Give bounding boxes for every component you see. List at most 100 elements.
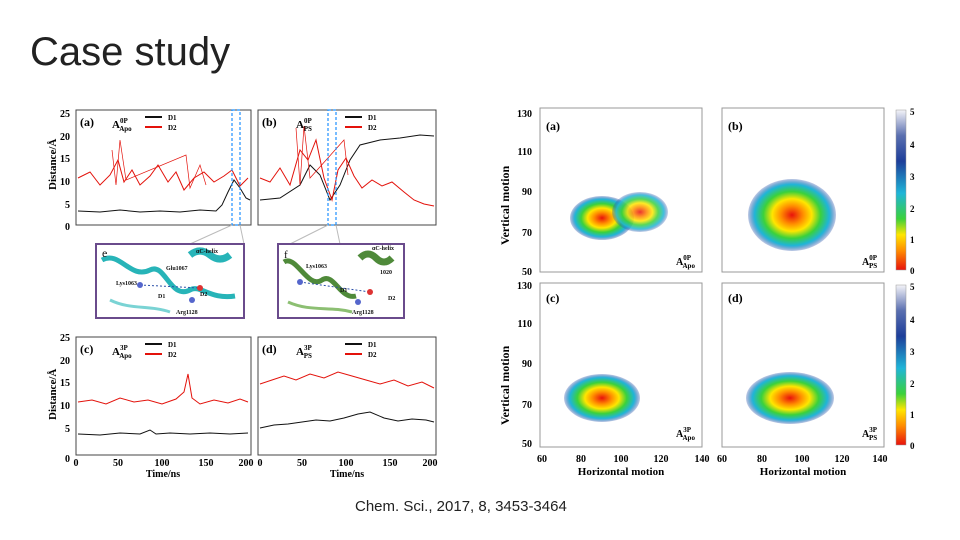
x-tick: 100 xyxy=(339,458,354,469)
panel-a-trace-d2 xyxy=(77,158,249,191)
heatmap-d-label: (d) xyxy=(728,291,743,305)
heatmap-c-system: A3P Apo xyxy=(676,426,695,442)
legend-a-d2: D2 xyxy=(168,124,177,132)
y-tick: 130 xyxy=(517,281,532,292)
heatmap-d-system: A3P PS xyxy=(862,426,878,442)
panel-c-trace-d2 xyxy=(77,373,249,405)
inset-e-label: Glu1067 xyxy=(166,266,188,272)
left-x-ticks: 0 50 100 150 200 0 50 100 150 200 xyxy=(74,458,438,469)
connector-a-right xyxy=(239,224,245,245)
inset-e-letter: e xyxy=(102,246,107,260)
legends: D1 D2 D1 D2 D1 D2 D1 D2 xyxy=(145,114,377,359)
left-xlabel-d: Time/ns xyxy=(330,469,364,480)
panel-b-trace-d2-spikes xyxy=(295,125,349,186)
left-top-y-ticks: 0 5 10 15 20 25 xyxy=(60,109,70,233)
panel-d-trace-d2 xyxy=(259,371,435,389)
colorbar-tick: 3 xyxy=(910,347,915,357)
colorbar-bottom xyxy=(895,284,907,446)
inset-f-label: 1020 xyxy=(380,270,392,276)
slide-title: Case study xyxy=(30,30,231,74)
y-tick: 0 xyxy=(65,222,70,233)
colorbar-tick: 4 xyxy=(910,315,915,325)
inset-f-label: αC-helix xyxy=(372,246,394,252)
right-ylabel-top: Vertical motion xyxy=(498,165,512,245)
panel-d-trace-d1 xyxy=(259,411,435,429)
left-ylabel-top: Distance/Å xyxy=(47,139,59,190)
panel-b-label: (b) xyxy=(262,115,277,129)
panel-b-frame xyxy=(257,109,437,226)
x-tick: 200 xyxy=(423,458,438,469)
y-tick: 50 xyxy=(522,439,532,450)
heatmap-c-label: (c) xyxy=(546,291,559,305)
y-tick: 70 xyxy=(522,400,532,411)
y-tick: 0 xyxy=(65,454,70,465)
colorbar-tick: 3 xyxy=(910,172,915,182)
x-tick: 60 xyxy=(717,454,727,465)
colorbar-tick: 0 xyxy=(910,441,915,451)
legend-b-d2: D2 xyxy=(368,124,377,132)
colorbar-tick: 2 xyxy=(910,379,915,389)
right-figure: Vertical motion Vertical motion 50 70 90… xyxy=(498,107,915,478)
x-tick: 80 xyxy=(576,454,586,465)
inset-f-label: D1 xyxy=(340,288,347,294)
y-tick: 15 xyxy=(60,378,70,389)
colorbar-top xyxy=(895,109,907,271)
legend-c-d2: D2 xyxy=(168,351,177,359)
legend-d-d2: D2 xyxy=(368,351,377,359)
heatmap-c-density xyxy=(564,374,640,422)
heatmap-a-density xyxy=(570,192,668,240)
x-tick: 200 xyxy=(239,458,254,469)
inset-f-label: D2 xyxy=(388,296,395,302)
y-tick: 5 xyxy=(65,424,70,435)
y-tick: 20 xyxy=(60,356,70,367)
panel-d-system: A3P PS xyxy=(296,344,312,360)
connector-b-left xyxy=(289,224,329,245)
left-ylabel-bottom: Distance/Å xyxy=(47,369,59,420)
y-tick: 15 xyxy=(60,154,70,165)
heatmap-b-density xyxy=(748,179,836,251)
connector-b-right xyxy=(335,224,341,245)
y-tick: 10 xyxy=(60,177,70,188)
y-tick: 70 xyxy=(522,228,532,239)
x-tick: 140 xyxy=(873,454,888,465)
left-bottom-y-ticks: 0 5 10 15 20 25 xyxy=(60,333,70,465)
panel-a-system: A0P Apo xyxy=(112,117,132,133)
colorbar-tick: 5 xyxy=(910,107,915,117)
inset-f-label: Lys1063 xyxy=(306,264,327,270)
panel-b-system: A0P PS xyxy=(296,117,312,133)
panel-a-trace-d1 xyxy=(77,179,251,213)
y-tick: 20 xyxy=(60,132,70,143)
right-ylabel-bottom: Vertical motion xyxy=(498,345,512,425)
inset-e-label: αC-helix xyxy=(196,249,218,255)
y-tick: 10 xyxy=(60,401,70,412)
y-tick: 5 xyxy=(65,200,70,211)
x-tick: 50 xyxy=(297,458,307,469)
y-tick: 90 xyxy=(522,359,532,370)
x-tick: 50 xyxy=(113,458,123,469)
heatmap-b-label: (b) xyxy=(728,119,743,133)
panel-c-frame xyxy=(75,336,252,456)
x-tick: 150 xyxy=(383,458,398,469)
inset-e-label: D1 xyxy=(158,294,165,300)
inset-e-label: Arg1128 xyxy=(176,310,198,316)
legend-c-d1: D1 xyxy=(168,341,177,349)
y-tick: 25 xyxy=(60,109,70,120)
connector-a-left xyxy=(189,224,233,245)
colorbar-tick: 2 xyxy=(910,204,915,214)
highlight-window-a xyxy=(231,109,241,226)
highlight-window-b xyxy=(327,109,337,226)
x-tick: 0 xyxy=(258,458,263,469)
left-xlabel-c: Time/ns xyxy=(146,469,180,480)
panel-a-label: (a) xyxy=(80,115,94,129)
legend-a-d1: D1 xyxy=(168,114,177,122)
panel-a-trace-d2-spikes xyxy=(111,139,207,190)
panel-a-frame xyxy=(75,109,252,226)
x-tick: 100 xyxy=(614,454,629,465)
colorbar-tick: 1 xyxy=(910,410,915,420)
citation: Chem. Sci., 2017, 8, 3453-3464 xyxy=(355,498,567,515)
right-xlabel-c: Horizontal motion xyxy=(578,466,664,478)
colorbar-tick: 5 xyxy=(910,282,915,292)
x-tick: 100 xyxy=(155,458,170,469)
x-tick: 60 xyxy=(537,454,547,465)
